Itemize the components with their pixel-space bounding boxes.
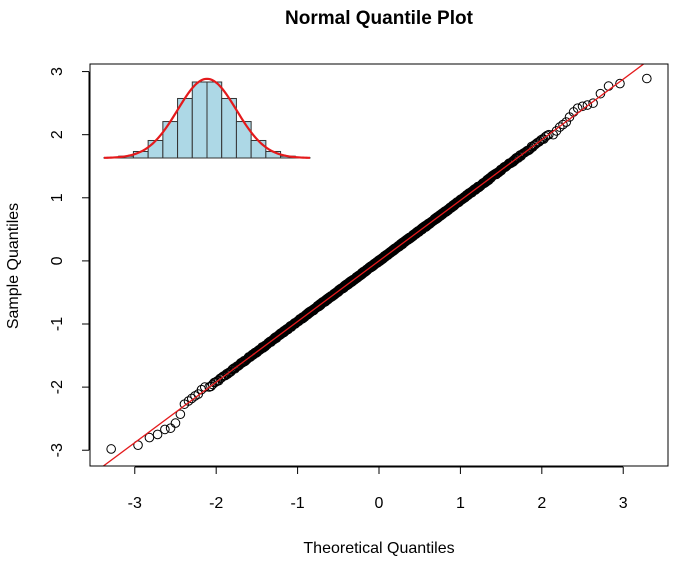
histogram-bar — [191, 81, 208, 159]
y-axis-label: Sample Quantiles — [5, 203, 22, 329]
y-tick-label: 3 — [49, 67, 66, 76]
data-point — [561, 117, 572, 127]
data-point — [106, 444, 116, 454]
y-axis: -3 -2 -1 0 1 2 3 — [49, 67, 90, 457]
plot-area — [102, 64, 652, 466]
y-tick-label: -1 — [49, 317, 66, 331]
histogram-bar — [250, 139, 267, 159]
x-axis-label: Theoretical Quantiles — [303, 540, 454, 557]
x-tick-label: 3 — [619, 495, 628, 512]
data-point — [183, 396, 194, 406]
y-tick-label: -2 — [49, 380, 66, 394]
data-point — [160, 424, 170, 435]
x-tick-label: 2 — [537, 495, 546, 512]
x-tick-label: 0 — [375, 495, 384, 512]
histogram-bar — [162, 121, 179, 159]
data-point — [186, 393, 197, 404]
y-tick-label: 1 — [49, 193, 66, 202]
y-tick-label: 0 — [49, 256, 66, 265]
histogram-bar — [206, 81, 223, 159]
data-point — [544, 129, 554, 140]
qq-reference-line — [102, 64, 645, 466]
histogram-bar — [235, 121, 252, 159]
data-point — [170, 418, 181, 428]
data-point — [603, 81, 614, 91]
x-tick-label: -2 — [209, 495, 223, 512]
data-point — [175, 409, 186, 420]
y-tick-label: -3 — [49, 443, 66, 457]
plot-frame — [89, 63, 669, 467]
inset-histogram — [103, 77, 311, 159]
density-curve — [103, 77, 311, 159]
data-point — [144, 432, 155, 443]
qq-points — [106, 73, 652, 454]
data-point — [152, 429, 163, 440]
x-axis: -3 -2 -1 0 1 2 3 — [128, 466, 628, 512]
data-point — [582, 100, 593, 110]
data-point — [542, 130, 552, 141]
data-point — [588, 98, 598, 108]
y-tick-label: 2 — [49, 130, 66, 139]
data-point — [165, 423, 176, 433]
data-point — [615, 78, 625, 89]
data-point — [554, 122, 565, 132]
chart-title: Normal Quantile Plot — [285, 8, 474, 29]
x-tick-label: 1 — [456, 495, 465, 512]
x-tick-label: -1 — [290, 495, 304, 512]
data-point — [558, 119, 568, 130]
data-point — [642, 73, 652, 84]
x-tick-label: -3 — [128, 495, 142, 512]
histogram-bar — [147, 139, 164, 159]
data-point — [534, 136, 545, 147]
